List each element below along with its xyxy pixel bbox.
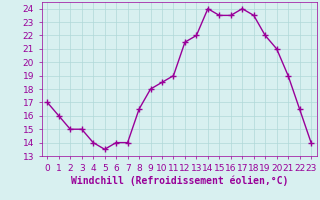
X-axis label: Windchill (Refroidissement éolien,°C): Windchill (Refroidissement éolien,°C) xyxy=(70,175,288,186)
